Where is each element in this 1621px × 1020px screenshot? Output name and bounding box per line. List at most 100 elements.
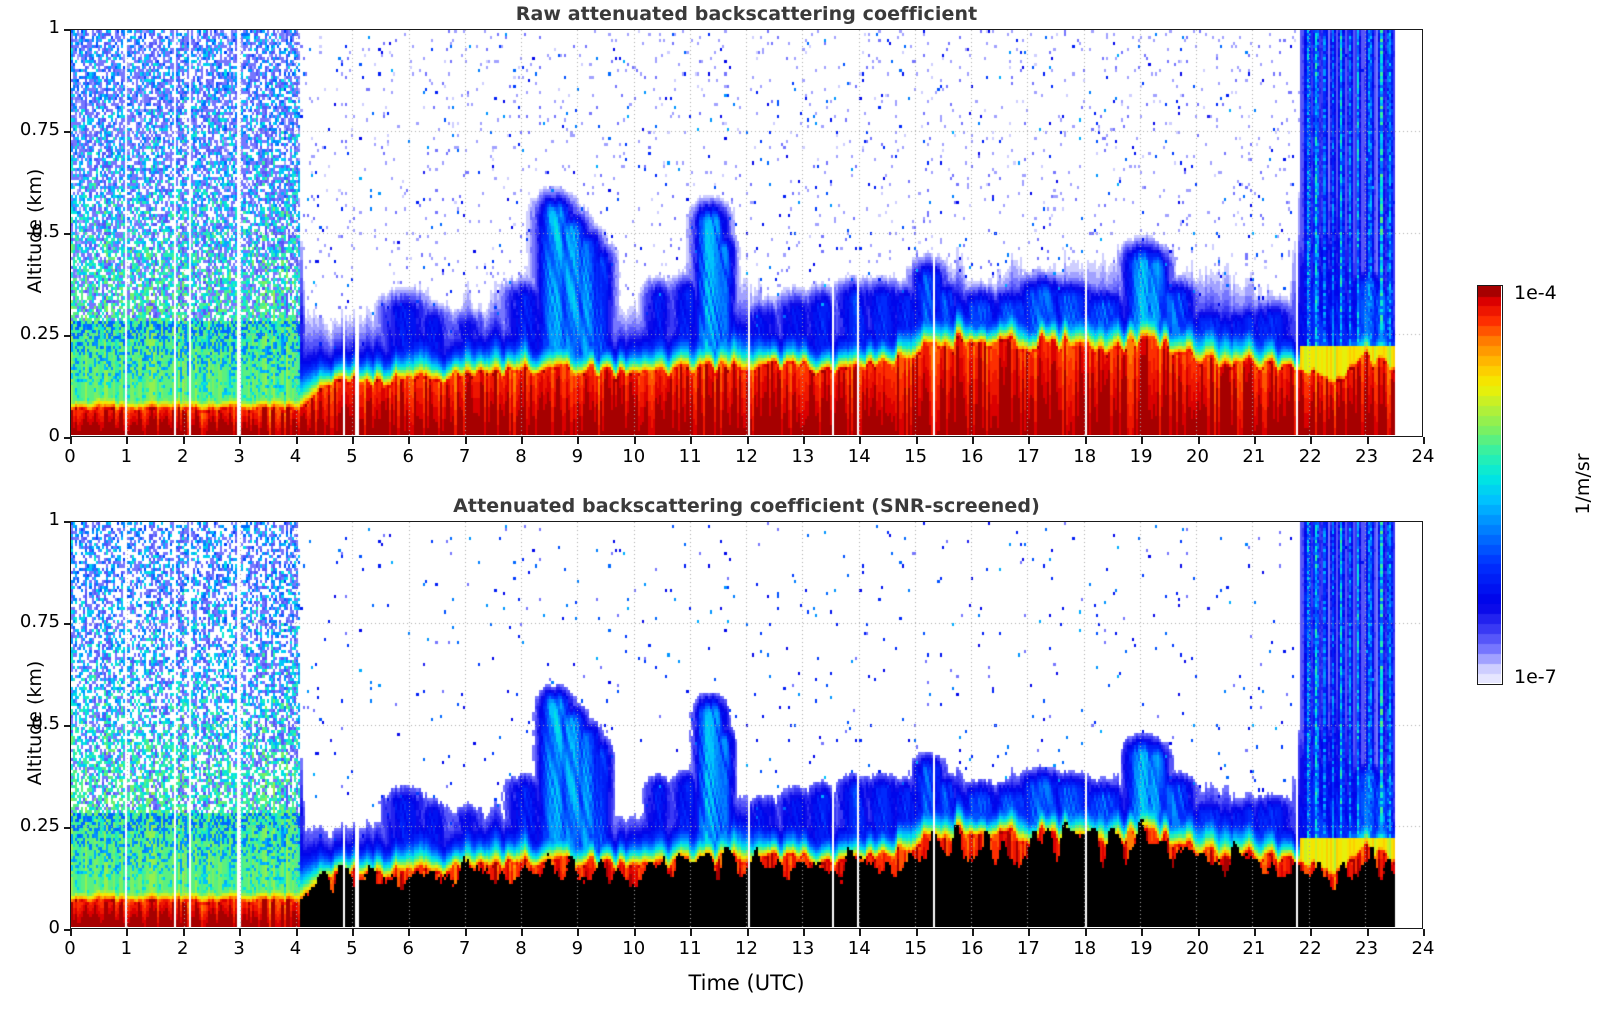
xtick-mark-raw-6	[408, 437, 410, 444]
xtick-mark-raw-11	[690, 437, 692, 444]
xtick-label-screened-10: 10	[622, 938, 646, 959]
yaxis-label-raw: Altitude (km)	[24, 168, 46, 294]
xtick-label-screened-11: 11	[678, 938, 702, 959]
xtick-mark-raw-0	[70, 437, 72, 444]
ytick-label-screened-0: 0	[48, 917, 60, 938]
xtick-label-raw-19: 19	[1129, 446, 1153, 467]
ytick-label-raw-2: 0.5	[31, 221, 60, 242]
panel-title-raw: Raw attenuated backscattering coefficien…	[515, 3, 978, 25]
xtick-mark-raw-18	[1085, 437, 1087, 444]
xtick-mark-screened-3	[239, 929, 241, 936]
xtick-mark-raw-4	[296, 437, 298, 444]
xtick-label-raw-16: 16	[960, 446, 984, 467]
xtick-label-raw-4: 4	[289, 446, 302, 467]
plot-area-screened	[70, 521, 1423, 929]
xtick-mark-raw-2	[183, 437, 185, 444]
xtick-mark-screened-20	[1198, 929, 1200, 936]
xtick-label-screened-8: 8	[515, 938, 527, 959]
xtick-mark-raw-21	[1254, 437, 1256, 444]
xtick-mark-screened-7	[465, 929, 467, 936]
ytick-mark-raw-2	[64, 233, 70, 235]
colorbar	[1477, 285, 1503, 685]
xtick-mark-screened-21	[1254, 929, 1256, 936]
xtick-label-raw-1: 1	[120, 446, 133, 467]
xtick-label-screened-9: 9	[571, 938, 584, 959]
xtick-mark-raw-1	[126, 437, 128, 444]
xaxis-label-screened: Time (UTC)	[688, 971, 805, 995]
ytick-mark-raw-4	[64, 29, 70, 31]
xtick-label-screened-12: 12	[735, 938, 758, 959]
xtick-label-screened-14: 14	[847, 938, 871, 959]
xtick-mark-raw-16	[972, 437, 974, 444]
xtick-label-raw-9: 9	[571, 446, 584, 467]
xtick-label-raw-21: 21	[1242, 446, 1266, 467]
ytick-mark-raw-3	[64, 131, 70, 133]
xtick-mark-screened-10	[634, 929, 636, 936]
xtick-mark-screened-17	[1028, 929, 1030, 936]
ytick-mark-raw-1	[64, 335, 70, 337]
ytick-mark-screened-1	[64, 827, 70, 829]
xtick-mark-raw-10	[634, 437, 636, 444]
xtick-label-screened-20: 20	[1186, 938, 1209, 959]
xtick-mark-raw-13	[803, 437, 805, 444]
xtick-mark-raw-3	[239, 437, 241, 444]
xtick-label-screened-21: 21	[1242, 938, 1266, 959]
xtick-mark-raw-14	[859, 437, 861, 444]
xtick-label-raw-5: 5	[346, 446, 358, 467]
colorbar-gradient	[1478, 286, 1501, 683]
xtick-mark-raw-24	[1423, 437, 1425, 444]
xtick-mark-screened-11	[690, 929, 692, 936]
xtick-label-screened-3: 3	[233, 938, 245, 959]
xtick-mark-screened-14	[859, 929, 861, 936]
xtick-label-raw-3: 3	[233, 446, 245, 467]
xtick-label-raw-6: 6	[402, 446, 414, 467]
xtick-mark-raw-22	[1310, 437, 1312, 444]
xtick-mark-screened-16	[972, 929, 974, 936]
xtick-mark-raw-12	[747, 437, 749, 444]
xtick-label-screened-6: 6	[402, 938, 414, 959]
xtick-label-raw-0: 0	[64, 446, 76, 467]
xtick-mark-screened-23	[1367, 929, 1369, 936]
xtick-label-raw-11: 11	[678, 446, 702, 467]
xtick-label-raw-2: 2	[177, 446, 189, 467]
xtick-mark-screened-19	[1141, 929, 1143, 936]
xtick-label-raw-20: 20	[1186, 446, 1209, 467]
ytick-label-screened-1: 0.25	[19, 815, 60, 836]
xtick-label-raw-17: 17	[1016, 446, 1040, 467]
ytick-label-screened-4: 1	[48, 509, 60, 530]
xtick-label-screened-18: 18	[1073, 938, 1097, 959]
xtick-mark-screened-8	[521, 929, 523, 936]
xtick-mark-screened-0	[70, 929, 72, 936]
xtick-mark-screened-24	[1423, 929, 1425, 936]
xtick-label-screened-0: 0	[64, 938, 76, 959]
xtick-mark-screened-4	[296, 929, 298, 936]
ytick-mark-screened-4	[64, 521, 70, 523]
xtick-mark-screened-15	[916, 929, 918, 936]
ytick-label-raw-3: 0.75	[19, 119, 60, 140]
xtick-label-screened-4: 4	[289, 938, 302, 959]
xtick-mark-screened-9	[577, 929, 579, 936]
ytick-mark-raw-0	[64, 437, 70, 439]
plot-area-raw	[70, 29, 1423, 437]
xtick-mark-raw-7	[465, 437, 467, 444]
xtick-mark-raw-9	[577, 437, 579, 444]
xtick-label-screened-15: 15	[904, 938, 928, 959]
xtick-mark-screened-6	[408, 929, 410, 936]
xtick-label-screened-22: 22	[1298, 938, 1322, 959]
xtick-label-raw-13: 13	[791, 446, 815, 467]
xtick-label-raw-10: 10	[622, 446, 646, 467]
colorbar-max-label: 1e-4	[1514, 282, 1557, 304]
xtick-mark-raw-23	[1367, 437, 1369, 444]
xtick-label-raw-12: 12	[735, 446, 758, 467]
heatmap-raw	[71, 30, 1421, 435]
xtick-label-screened-17: 17	[1016, 938, 1040, 959]
xtick-mark-raw-5	[352, 437, 354, 444]
ytick-mark-screened-3	[64, 623, 70, 625]
heatmap-screened	[71, 522, 1421, 927]
xtick-mark-raw-19	[1141, 437, 1143, 444]
xtick-label-raw-22: 22	[1298, 446, 1322, 467]
xtick-label-screened-19: 19	[1129, 938, 1153, 959]
xtick-label-screened-24: 24	[1411, 938, 1435, 959]
xtick-mark-raw-20	[1198, 437, 1200, 444]
